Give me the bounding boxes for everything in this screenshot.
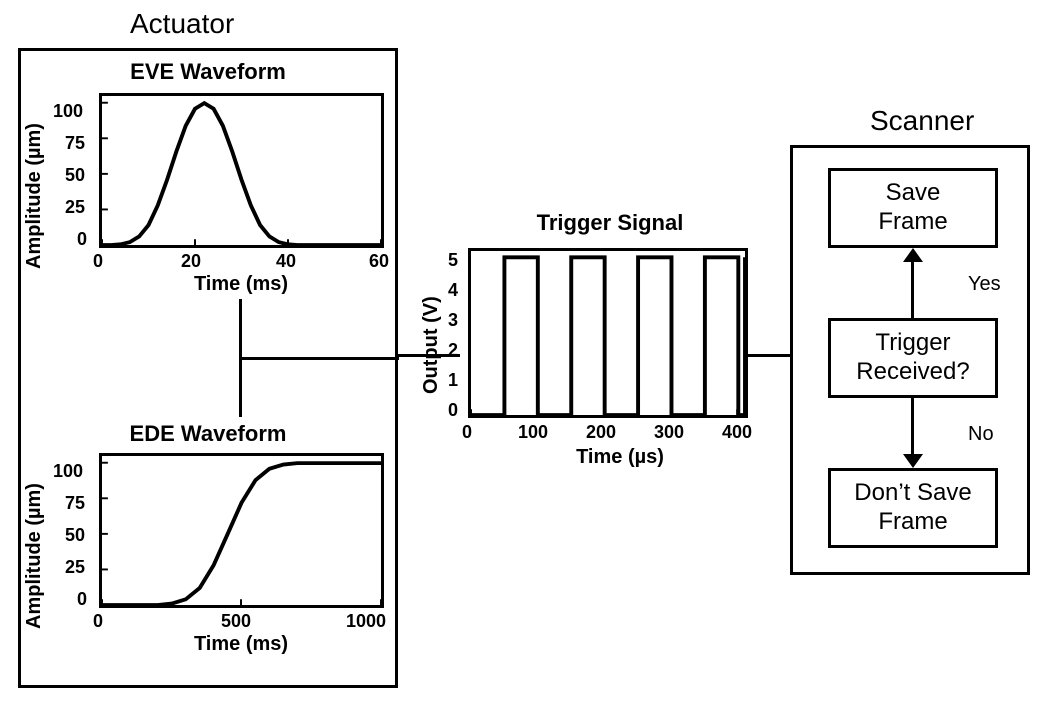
arrow-down-head (903, 454, 923, 468)
trig-ytick-2: 2 (448, 340, 458, 361)
trigger-chart-frame (468, 248, 748, 418)
ede-chart-title: EDE Waveform (21, 421, 395, 447)
trigger-y-label: Output (V) (420, 260, 443, 430)
dontsave-frame-text: Don’t Save Frame (854, 479, 971, 537)
eve-xtick-0: 0 (93, 251, 103, 272)
ede-xtick-1000: 1000 (346, 611, 386, 632)
ede-curve-svg (102, 456, 381, 605)
trig-ytick-5: 5 (448, 250, 458, 271)
ede-y-label: Amplitude (µm) (23, 471, 46, 641)
eve-x-label: Time (ms) (151, 273, 331, 296)
ede-ytick-25: 25 (65, 557, 85, 578)
eve-xtick-60: 60 (369, 251, 389, 272)
no-label: No (968, 423, 994, 446)
ede-ytick-50: 50 (65, 525, 85, 546)
trigger-received-text: Trigger Received? (856, 329, 969, 387)
trig-xtick-400: 400 (722, 422, 752, 443)
eve-xtick-20: 20 (181, 251, 201, 272)
eve-xtick-40: 40 (276, 251, 296, 272)
eve-ytick-25: 25 (65, 197, 85, 218)
ede-chart-frame (99, 453, 384, 608)
trig-xtick-300: 300 (654, 422, 684, 443)
arrow-up-head (903, 248, 923, 262)
actuator-internal-hline (239, 357, 399, 360)
trig-ytick-4: 4 (448, 280, 458, 301)
scanner-title: Scanner (870, 105, 974, 137)
arrow-up-line (911, 260, 914, 318)
trigger-curve-svg (471, 251, 745, 415)
ede-ytick-75: 75 (65, 493, 85, 514)
save-frame-box: Save Frame (828, 168, 998, 248)
eve-ytick-100: 100 (53, 101, 83, 122)
ede-xtick-0: 0 (93, 611, 103, 632)
actuator-box: EVE Waveform Amplitude (µm) 100 75 50 25… (18, 48, 398, 688)
trigger-x-label: Time (µs) (530, 446, 710, 469)
eve-ytick-75: 75 (65, 133, 85, 154)
trigger-title: Trigger Signal (480, 210, 740, 236)
trig-ytick-0: 0 (448, 400, 458, 421)
trig-xtick-200: 200 (586, 422, 616, 443)
eve-chart-frame (99, 93, 384, 248)
save-frame-text: Save Frame (878, 179, 947, 237)
eve-curve-svg (102, 96, 381, 245)
trig-xtick-100: 100 (518, 422, 548, 443)
eve-ytick-0: 0 (77, 229, 87, 250)
trig-ytick-1: 1 (448, 370, 458, 391)
ede-ytick-100: 100 (53, 461, 83, 482)
eve-chart-title: EVE Waveform (21, 59, 395, 85)
eve-ytick-50: 50 (65, 165, 85, 186)
eve-y-label: Amplitude (µm) (23, 111, 46, 281)
scanner-box: Save Frame Trigger Received? Don’t Save … (790, 145, 1030, 575)
actuator-title: Actuator (130, 8, 234, 40)
yes-label: Yes (968, 273, 1001, 296)
trigger-received-box: Trigger Received? (828, 318, 998, 398)
arrow-down-line (911, 398, 914, 456)
ede-xtick-500: 500 (221, 611, 251, 632)
dontsave-frame-box: Don’t Save Frame (828, 468, 998, 548)
trig-ytick-3: 3 (448, 310, 458, 331)
ede-ytick-0: 0 (77, 589, 87, 610)
diagram-root: Actuator EVE Waveform Amplitude (µm) 100… (0, 0, 1050, 715)
ede-x-label: Time (ms) (151, 633, 331, 656)
trig-xtick-0: 0 (462, 422, 472, 443)
